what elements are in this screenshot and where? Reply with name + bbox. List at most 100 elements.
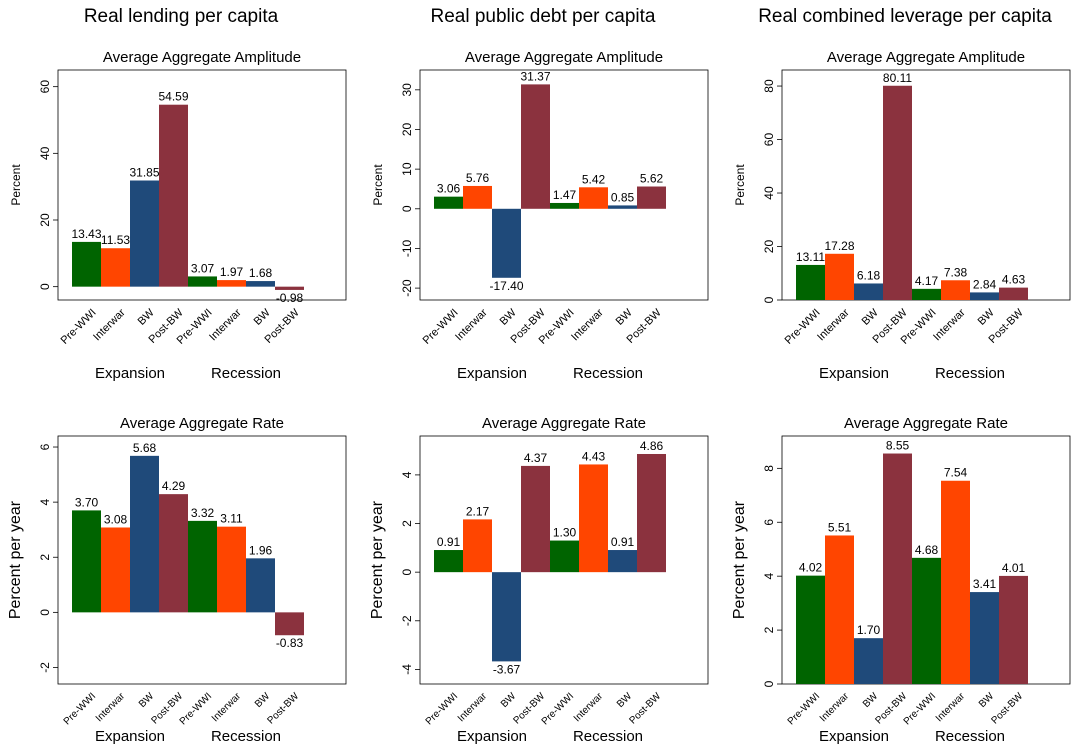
bar-expansion-bw xyxy=(492,208,521,278)
y-tick-label: 0 xyxy=(400,205,414,212)
x-tick-label: BW xyxy=(614,306,635,327)
data-label: -3.67 xyxy=(493,662,521,676)
data-label: 11.53 xyxy=(101,233,130,247)
bar-recession-bw xyxy=(970,292,999,300)
x-tick-label: BW xyxy=(615,690,635,710)
bar-recession-post-bw xyxy=(637,186,666,209)
data-label: 4.63 xyxy=(1002,273,1026,287)
data-label: 4.68 xyxy=(915,543,939,557)
bar-recession-pre-wwi xyxy=(188,276,217,287)
data-label: 31.37 xyxy=(520,69,550,83)
y-axis-label: Percent per year xyxy=(369,500,386,619)
chart-title: Average Aggregate Amplitude xyxy=(827,49,1025,66)
data-label: 7.38 xyxy=(944,265,968,279)
data-label: 7.54 xyxy=(944,466,968,480)
data-label: 5.76 xyxy=(466,171,490,185)
y-tick-label: 20 xyxy=(38,213,52,227)
bar-recession-interwar xyxy=(941,480,970,684)
chart-title: Average Aggregate Amplitude xyxy=(103,49,301,66)
x-tick-label: Pre-WWI xyxy=(424,691,460,727)
y-tick-label: 8 xyxy=(762,465,776,472)
data-label: 4.01 xyxy=(1002,561,1026,575)
bar-recession-pre-wwi xyxy=(912,557,941,684)
y-tick-label: -2 xyxy=(400,615,414,626)
x-tick-label: BW xyxy=(498,306,519,327)
data-label: -0.83 xyxy=(276,636,304,650)
y-tick-label: 60 xyxy=(762,133,776,147)
x-tick-label: Pre-WWI xyxy=(421,307,461,347)
data-label: 5.51 xyxy=(828,520,852,534)
data-label: 6.18 xyxy=(857,268,881,282)
bar-recession-pre-wwi xyxy=(550,540,579,573)
y-tick-label: 20 xyxy=(762,240,776,254)
y-tick-label: -10 xyxy=(400,239,414,257)
x-tick-label: Interwar xyxy=(453,307,490,344)
group-label-recession: Recession xyxy=(211,728,281,745)
data-label: 8.55 xyxy=(886,439,910,453)
bar-expansion-bw xyxy=(130,455,159,613)
data-label: 1.97 xyxy=(220,265,244,279)
x-tick-label: Pre-WWI xyxy=(178,691,214,727)
y-tick-label: 4 xyxy=(762,573,776,580)
bar-recession-interwar xyxy=(217,280,246,287)
x-tick-label: Post-BW xyxy=(265,690,301,726)
data-label: 0.85 xyxy=(611,190,635,204)
bar-recession-post-bw xyxy=(275,612,304,636)
data-label: 17.28 xyxy=(824,239,854,253)
data-label: 3.70 xyxy=(75,495,99,509)
y-tick-label: 10 xyxy=(400,162,414,176)
data-label: 3.06 xyxy=(437,182,461,196)
bar-expansion-interwar xyxy=(825,253,854,300)
y-tick-label: -4 xyxy=(400,664,414,675)
bar-recession-bw xyxy=(246,281,275,287)
bar-expansion-pre-wwi xyxy=(434,550,463,573)
bar-expansion-interwar xyxy=(101,527,130,613)
data-label: 0.91 xyxy=(437,535,461,549)
bar-expansion-pre-wwi xyxy=(72,241,101,287)
bar-expansion-interwar xyxy=(463,519,492,573)
chart-combined-leverage-amplitude: Average Aggregate Amplitude 0 20 40 60 80 Perc… xyxy=(733,49,1071,382)
bar-expansion-bw xyxy=(854,638,883,684)
x-tick-label: Interwar xyxy=(94,690,128,724)
group-label-recession: Recession xyxy=(573,728,643,745)
x-tick-label: Pre-WWI xyxy=(902,691,938,727)
chart-lending-amplitude: Average Aggregate Amplitude 0 20 40 60 Percen… xyxy=(9,49,347,382)
chart-public-debt-rate: Average Aggregate Rate -4 -2 0 2 4 Percent per… xyxy=(369,415,709,745)
bar-recession-bw xyxy=(608,205,637,209)
bar-recession-interwar xyxy=(579,464,608,573)
data-label: 3.11 xyxy=(220,512,243,526)
data-label: 4.29 xyxy=(162,479,186,493)
x-tick-label: Interwar xyxy=(210,690,244,724)
plot-frame xyxy=(57,435,347,685)
data-label: 1.47 xyxy=(553,188,577,202)
x-tick-label: Interwar xyxy=(818,690,852,724)
x-tick-label: Interwar xyxy=(572,690,606,724)
x-tick-label: Interwar xyxy=(815,307,852,344)
y-tick-label: 20 xyxy=(400,122,414,136)
bar-recession-pre-wwi xyxy=(912,288,941,300)
bar-recession-bw xyxy=(608,550,637,573)
group-label-expansion: Expansion xyxy=(95,365,165,382)
x-tick-label: Interwar xyxy=(569,307,606,344)
plot-frame xyxy=(419,69,709,301)
x-tick-label: Interwar xyxy=(934,690,968,724)
x-tick-label: Pre-WWI xyxy=(59,307,99,347)
data-label: 1.96 xyxy=(249,543,273,557)
x-tick-label: Pre-WWI xyxy=(786,691,822,727)
data-label: 1.70 xyxy=(857,623,881,637)
bar-expansion-bw xyxy=(492,572,521,662)
bar-expansion-post-bw xyxy=(521,84,550,209)
data-label: 80.11 xyxy=(883,71,912,85)
chart-public-debt-amplitude: Average Aggregate Amplitude -20 -10 0 10 20 30… xyxy=(371,49,709,382)
plot-frame xyxy=(57,69,347,301)
group-label-expansion: Expansion xyxy=(457,365,527,382)
data-label: 1.68 xyxy=(249,266,273,280)
x-tick-label: Pre-WWI xyxy=(540,691,576,727)
group-label-expansion: Expansion xyxy=(457,728,527,745)
data-label: 13.11 xyxy=(796,250,825,264)
data-label: 31.85 xyxy=(129,166,159,180)
data-label: 5.42 xyxy=(582,172,606,186)
chart-title: Average Aggregate Amplitude xyxy=(465,49,663,66)
y-tick-label: 0 xyxy=(762,296,776,303)
bar-recession-interwar xyxy=(579,187,608,209)
